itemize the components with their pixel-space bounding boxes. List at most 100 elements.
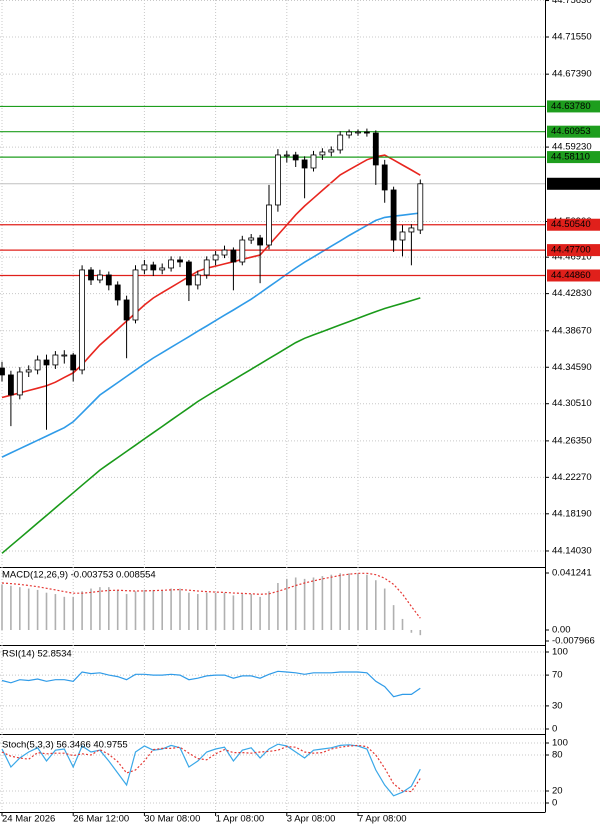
y-tick-label: 44.42830 — [552, 288, 592, 299]
y-tick-label: 44.22270 — [552, 472, 592, 483]
candle-body — [123, 299, 130, 321]
histogram-bar — [63, 596, 66, 630]
y-tick-label: 0 — [552, 724, 557, 735]
candle-body — [159, 267, 166, 271]
candle-body — [97, 274, 103, 281]
level-label: 44.44860 — [551, 270, 591, 281]
x-tick-label: 26 Mar 12:00 — [73, 814, 129, 825]
level-label: 44.50540 — [551, 219, 591, 230]
x-tick-label: 24 Mar 2026 — [2, 814, 55, 825]
moving-average — [1, 297, 421, 554]
y-tick-label: 0 — [552, 798, 557, 809]
histogram-bar — [10, 585, 12, 630]
panel-title: Stoch(5,3,3) 56.3466 40.9755 — [2, 740, 128, 751]
indicator-line — [1, 670, 421, 698]
histogram-bar — [19, 587, 21, 630]
histogram-bar — [286, 578, 288, 630]
candle-body — [239, 239, 246, 263]
histogram-bar — [375, 580, 377, 630]
histogram-bar — [232, 595, 235, 630]
y-tick-label: 70 — [552, 670, 563, 681]
candle-body — [319, 151, 326, 156]
candle-body — [408, 227, 415, 233]
x-tick-label: 1 Apr 08:00 — [216, 814, 265, 825]
histogram-bar — [143, 589, 146, 630]
histogram-bar — [197, 594, 199, 630]
histogram-bar — [259, 596, 261, 630]
level-label-box — [547, 151, 600, 164]
candle-body — [0, 367, 5, 376]
histogram-bar — [383, 588, 386, 630]
y-tick-label: 44.14030 — [552, 545, 592, 556]
histogram-bar — [419, 629, 422, 636]
candle-body — [7, 374, 14, 396]
level-label-box — [547, 218, 600, 231]
level-label: 44.63780 — [551, 101, 591, 112]
level-label-box — [547, 125, 600, 138]
y-tick-label: 44.26350 — [552, 435, 592, 446]
y-tick-label: 44.71550 — [552, 32, 592, 43]
y-tick-label: 44.34590 — [552, 362, 592, 373]
histogram-bar — [1, 584, 3, 630]
histogram-bar — [241, 594, 244, 630]
candle-body — [221, 249, 228, 256]
candle-body — [346, 131, 353, 136]
moving-average — [1, 212, 421, 458]
histogram-bar — [116, 589, 119, 630]
histogram-bar — [54, 594, 57, 630]
level-label: 44.60953 — [551, 126, 591, 137]
candle-body — [212, 254, 219, 261]
histogram-bar — [36, 589, 39, 630]
y-tick-label: 44.59230 — [552, 142, 592, 153]
candle-body — [105, 274, 112, 286]
candle-body — [248, 237, 255, 241]
histogram-bar — [161, 589, 163, 630]
histogram-bar — [99, 587, 101, 630]
candle-body — [363, 131, 370, 134]
candle-body — [43, 359, 50, 366]
y-tick-label: -0.007966 — [552, 636, 595, 647]
indicator-line — [1, 572, 421, 619]
candle-body — [177, 259, 183, 263]
y-tick-label: 0.041241 — [552, 568, 592, 579]
level-label: 44.58110 — [551, 152, 590, 163]
histogram-bar — [108, 587, 110, 630]
candle-body — [194, 274, 201, 286]
histogram-bar — [250, 594, 252, 630]
histogram-bar — [392, 605, 395, 630]
histogram-bar — [294, 577, 297, 630]
candle-body — [257, 237, 264, 246]
histogram-bar — [27, 588, 30, 630]
candle-body — [337, 134, 344, 151]
level-label-box — [547, 269, 600, 282]
histogram-bar — [321, 576, 324, 630]
histogram-bar — [303, 578, 306, 630]
level-label-box — [547, 244, 600, 257]
histogram-bar — [170, 588, 172, 630]
candle-body — [88, 269, 94, 281]
histogram-bar — [339, 573, 341, 630]
histogram-bar — [357, 573, 359, 630]
indicator-line — [1, 743, 421, 797]
candle-body — [310, 154, 317, 169]
candle-body — [25, 369, 32, 373]
current-price-box — [547, 177, 600, 190]
histogram-bar — [277, 583, 279, 630]
x-tick-label: 30 Mar 08:00 — [144, 814, 200, 825]
candle-body — [16, 371, 23, 396]
candle-body — [230, 249, 237, 263]
histogram-bar — [401, 618, 404, 630]
histogram-bar — [179, 588, 181, 630]
current-price-label: 44.55124 — [551, 178, 591, 189]
candle-body — [372, 132, 379, 166]
x-tick-label: 3 Apr 08:00 — [287, 814, 336, 825]
candle-body — [274, 154, 281, 206]
indicator-line — [1, 744, 421, 793]
candle-body — [266, 204, 272, 246]
histogram-bar — [152, 589, 155, 630]
histogram-bar — [223, 592, 226, 630]
histogram-bar — [90, 588, 92, 630]
